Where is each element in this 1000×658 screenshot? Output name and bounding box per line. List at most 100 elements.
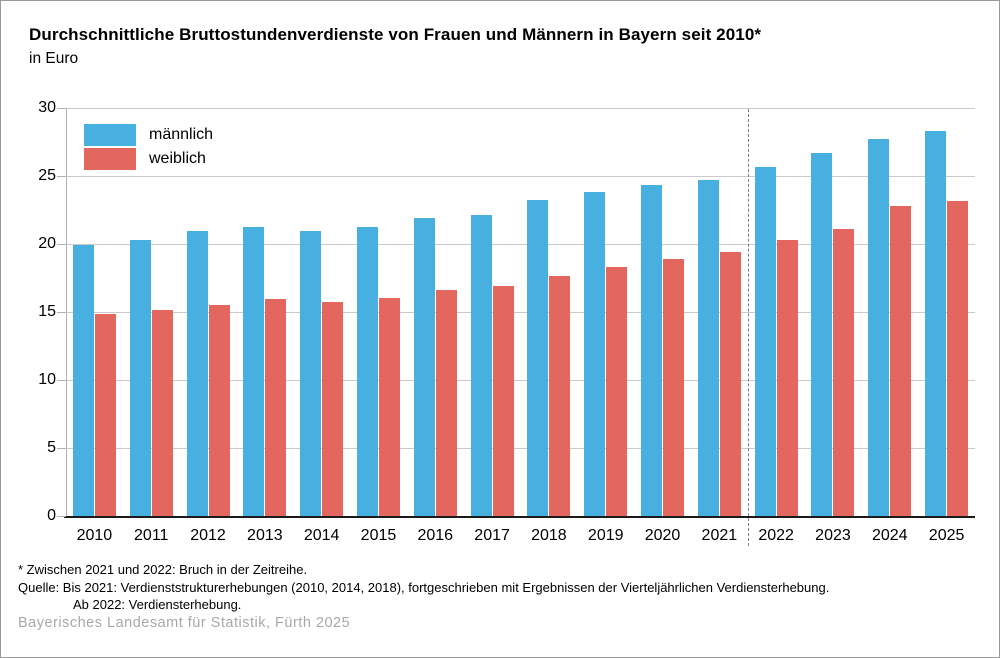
bar-weiblich-2020 [663,258,685,517]
bar-group-2017: 2017 [464,109,521,544]
x-axis-label-2013: 2013 [247,527,283,544]
y-tick-15 [57,312,66,313]
x-axis-label-2022: 2022 [758,527,794,544]
x-axis-label-2018: 2018 [531,527,567,544]
bar-weiblich-2024 [890,205,912,517]
gridline-20 [66,244,975,246]
bar-group-2018: 2018 [521,109,578,544]
y-tick-10 [57,380,66,382]
x-axis-label-2010: 2010 [76,527,113,544]
bar-group-2016: 2016 [407,109,464,544]
footnotes: * Zwischen 2021 und 2022: Bruch in der Z… [18,561,829,614]
legend: männlich weiblich [84,124,213,170]
chart-title: Durchschnittliche Bruttostundenverdienst… [29,25,762,44]
legend-swatch-maennlich [84,124,136,146]
legend-item-weiblich: weiblich [84,148,213,170]
y-tick-5 [57,448,66,450]
y-axis-label-0: 0 [47,507,56,524]
x-axis-label-2016: 2016 [417,527,454,544]
bar-weiblich-2010 [94,314,116,517]
bar-weiblich-2016 [435,289,457,517]
legend-label-weiblich: weiblich [149,150,206,167]
bar-group-2011: 2011 [123,109,180,544]
y-axis-line [66,109,67,517]
bar-group-2015: 2015 [350,109,407,544]
bar-maennlich-2019 [584,191,606,517]
y-axis-label-25: 25 [38,167,56,184]
y-axis-label-20: 20 [38,235,56,253]
x-axis-label-2024: 2024 [871,527,908,544]
bar-weiblich-2022 [776,239,798,517]
x-axis-label-2017: 2017 [474,527,510,544]
x-axis-label-2011: 2011 [134,527,169,544]
bar-maennlich-2015 [356,227,378,517]
gridline-15 [66,312,975,313]
y-axis-label-5: 5 [47,439,56,457]
footnote-source: Quelle: Bis 2021: Verdienststrukturerheb… [18,579,830,595]
footnote-asterisk: * Zwischen 2021 und 2022: Bruch in der Z… [18,562,308,577]
bar-weiblich-2011 [151,310,173,517]
bar-groups: 2010 2011 2012 2013 2014 2015 2016 2017 2018 2019… [66,109,975,544]
bar-maennlich-2014 [300,231,322,517]
bar-weiblich-2019 [606,266,628,517]
bar-group-2010: 2010 [66,109,123,544]
bar-group-2024: 2024 [861,109,918,544]
bar-group-2019: 2019 [577,109,634,544]
y-tick-30 [57,108,66,109]
bar-maennlich-2018 [527,200,549,517]
x-axis-label-2019: 2019 [587,527,624,544]
x-axis-label-2015: 2015 [360,527,397,544]
gridline-30 [66,108,975,109]
bar-maennlich-2023 [811,152,833,517]
gridline-25 [66,176,975,177]
legend-item-maennlich: männlich [84,124,213,146]
bar-group-2025: 2025 [918,109,975,544]
series-break-dashed-line [747,109,749,546]
x-axis-label-2025: 2025 [928,527,965,544]
bar-group-2022: 2022 [748,109,805,544]
bar-weiblich-2015 [378,298,400,517]
publisher-credit: Bayerisches Landesamt für Statistik, Für… [18,615,351,631]
bar-group-2012: 2012 [180,109,237,544]
chart-subtitle: in Euro [29,50,79,67]
bar-weiblich-2013 [265,299,287,517]
bar-weiblich-2018 [549,276,571,517]
bar-maennlich-2013 [243,227,265,517]
x-axis-label-2014: 2014 [303,527,340,544]
x-axis-label-2012: 2012 [190,527,226,544]
bar-group-2020: 2020 [634,109,691,544]
bar-maennlich-2017 [470,215,492,517]
bar-weiblich-2023 [833,228,855,517]
legend-label-maennlich: männlich [149,126,214,143]
bar-maennlich-2020 [641,185,663,517]
bar-weiblich-2025 [947,201,969,517]
bar-maennlich-2024 [868,138,890,517]
bar-weiblich-2021 [719,251,741,517]
bar-weiblich-2014 [322,302,344,517]
x-axis-label-2023: 2023 [815,527,851,544]
gridline-10 [66,380,975,382]
gridline-5 [66,448,975,450]
bar-maennlich-2022 [754,167,776,517]
bar-group-2021: 2021 [691,109,748,544]
bar-maennlich-2025 [925,130,947,517]
y-tick-0 [57,516,66,517]
y-axis-label-30: 30 [38,99,56,116]
bar-maennlich-2021 [697,179,719,517]
bar-maennlich-2011 [129,239,151,517]
bar-maennlich-2016 [413,217,435,517]
x-axis-line [64,516,975,518]
y-axis-label-10: 10 [38,371,56,389]
bar-maennlich-2010 [72,245,94,517]
bar-weiblich-2017 [492,285,514,517]
legend-swatch-weiblich [84,148,136,170]
y-axis-label-15: 15 [38,303,56,320]
bar-maennlich-2012 [186,231,208,517]
bar-group-2013: 2013 [236,109,293,544]
x-axis-label-2020: 2020 [644,527,681,544]
bar-group-2023: 2023 [805,109,862,544]
y-tick-25 [57,176,66,177]
x-axis-label-2021: 2021 [701,527,738,544]
bar-group-2014: 2014 [293,109,350,544]
